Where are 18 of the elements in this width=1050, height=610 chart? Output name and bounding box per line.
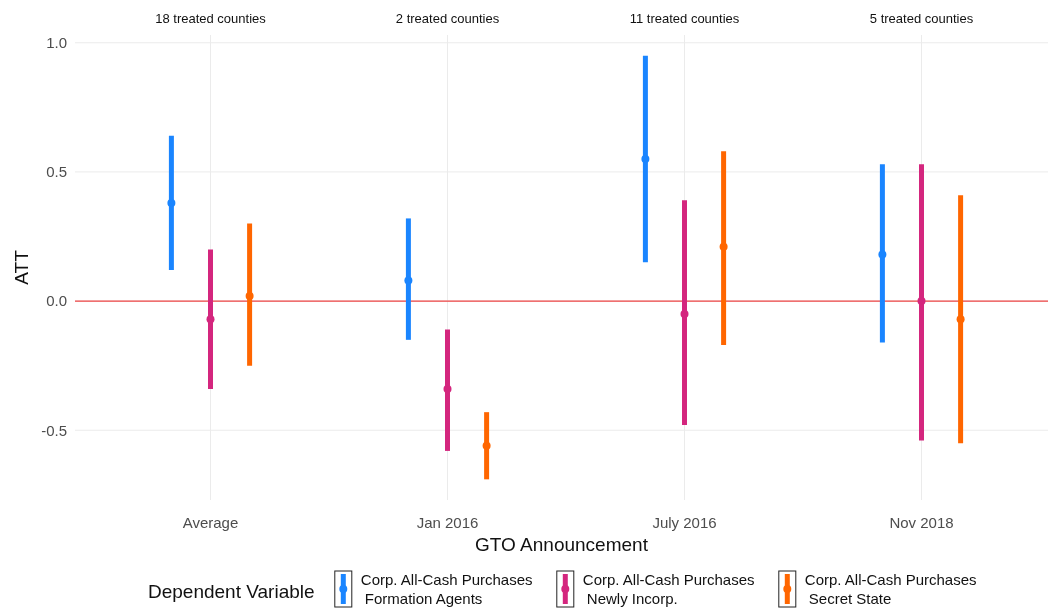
x-tick-label: Jan 2016 [416, 514, 479, 531]
legend-label: Corp. All-Cash Purchases Formation Agents [360, 571, 533, 607]
legend-title: Dependent Variable [148, 581, 315, 602]
x-tick-label: Average [182, 514, 239, 531]
x-tick-label: Nov 2018 [889, 514, 954, 531]
x-axis-title: GTO Announcement [475, 534, 649, 555]
legend-label: Corp. All-Cash Purchases Secret State [804, 571, 977, 607]
y-tick-label: 0.0 [46, 292, 67, 310]
text: 11 treated counties [629, 11, 740, 26]
y-tick-label: 1.0 [46, 34, 67, 51]
text: 2 treated counties [395, 11, 500, 26]
x-tick-label: July 2016 [652, 514, 717, 531]
y-axis-title: ATT [11, 249, 32, 285]
text: 5 treated counties [869, 11, 974, 26]
text: 18 treated counties [155, 11, 267, 26]
y-tick-label: 0.5 [46, 163, 67, 181]
legend-label: Corp. All-Cash Purchases Newly Incorp. [582, 571, 755, 607]
y-tick-label: -0.5 [41, 421, 67, 439]
